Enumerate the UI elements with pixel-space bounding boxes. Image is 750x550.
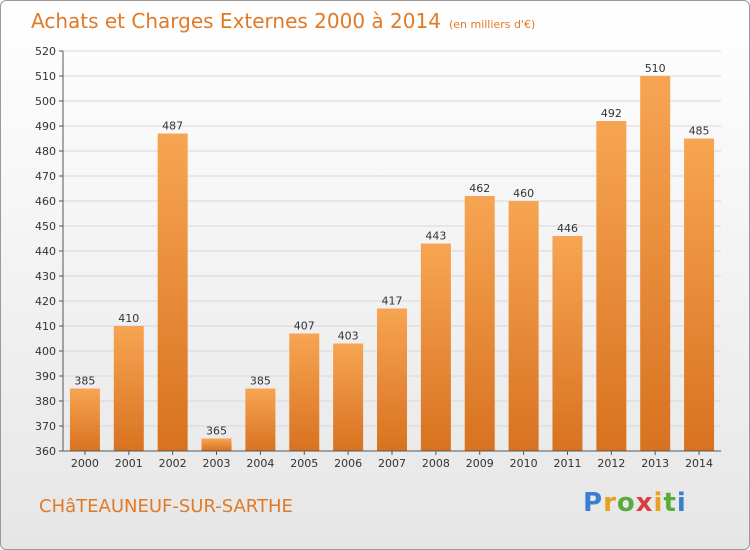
y-tick-label: 500: [35, 95, 56, 108]
y-tick-label: 370: [35, 420, 56, 433]
chart-unit: (en milliers d'€): [448, 18, 536, 31]
x-tick-label: 2008: [422, 457, 450, 470]
y-tick-label: 520: [35, 45, 56, 58]
x-tick-label: 2010: [510, 457, 538, 470]
city-name: CHâTEAUNEUF-SUR-SARTHE: [39, 496, 293, 517]
data-label-2009: 462: [469, 182, 490, 195]
data-label-2006: 403: [338, 330, 359, 343]
bar-2009: [464, 196, 495, 451]
y-tick-label: 440: [35, 245, 56, 258]
data-label-2011: 446: [557, 222, 578, 235]
bar-2000: [69, 388, 100, 451]
y-tick-label: 460: [35, 195, 56, 208]
x-tick-label: 2001: [115, 457, 143, 470]
proxiti-logo[interactable]: Proxiti: [583, 488, 687, 518]
data-label-2007: 417: [382, 295, 403, 308]
y-tick-label: 470: [35, 170, 56, 183]
x-tick-label: 2003: [203, 457, 231, 470]
y-tick-label: 510: [35, 70, 56, 83]
x-tick-label: 2000: [71, 457, 99, 470]
x-tick-label: 2012: [597, 457, 625, 470]
bar-2008: [420, 243, 451, 451]
data-label-2002: 487: [162, 120, 183, 133]
bar-2011: [552, 236, 583, 451]
y-tick-label: 430: [35, 270, 56, 283]
x-tick-label: 2006: [334, 457, 362, 470]
data-label-2012: 492: [601, 107, 622, 120]
data-label-2008: 443: [425, 230, 446, 243]
x-tick-label: 2005: [290, 457, 318, 470]
data-label-2001: 410: [118, 312, 139, 325]
x-tick-label: 2014: [685, 457, 713, 470]
bar-2014: [684, 138, 715, 451]
bar-2006: [333, 343, 364, 451]
data-label-2003: 365: [206, 425, 227, 438]
y-tick-label: 420: [35, 295, 56, 308]
x-tick-label: 2004: [246, 457, 274, 470]
x-tick-label: 2009: [466, 457, 494, 470]
bar-2012: [596, 121, 627, 451]
x-tick-label: 2007: [378, 457, 406, 470]
bar-2001: [113, 326, 144, 451]
data-label-2004: 385: [250, 375, 271, 388]
y-tick-label: 390: [35, 370, 56, 383]
data-label-2000: 385: [74, 375, 95, 388]
data-label-2005: 407: [294, 320, 315, 333]
bar-2007: [377, 308, 407, 451]
y-tick-label: 490: [35, 120, 56, 133]
bar-2003: [201, 438, 232, 451]
y-tick-label: 400: [35, 345, 56, 358]
x-tick-label: 2013: [641, 457, 669, 470]
bar-2005: [289, 333, 320, 451]
bar-2010: [508, 201, 539, 451]
data-label-2014: 485: [689, 125, 710, 138]
y-tick-label: 360: [35, 445, 56, 458]
x-tick-label: 2002: [159, 457, 187, 470]
bar-2004: [245, 388, 276, 451]
chart-title: Achats et Charges Externes 2000 à 2014 (e…: [31, 9, 535, 33]
data-label-2010: 460: [513, 187, 534, 200]
chart-title-text: Achats et Charges Externes 2000 à 2014: [31, 9, 441, 33]
bar-2013: [640, 76, 671, 451]
x-tick-label: 2011: [553, 457, 581, 470]
y-tick-label: 450: [35, 220, 56, 233]
y-tick-label: 380: [35, 395, 56, 408]
y-tick-label: 410: [35, 320, 56, 333]
bar-2002: [157, 133, 188, 451]
y-tick-label: 480: [35, 145, 56, 158]
data-label-2013: 510: [645, 62, 666, 75]
